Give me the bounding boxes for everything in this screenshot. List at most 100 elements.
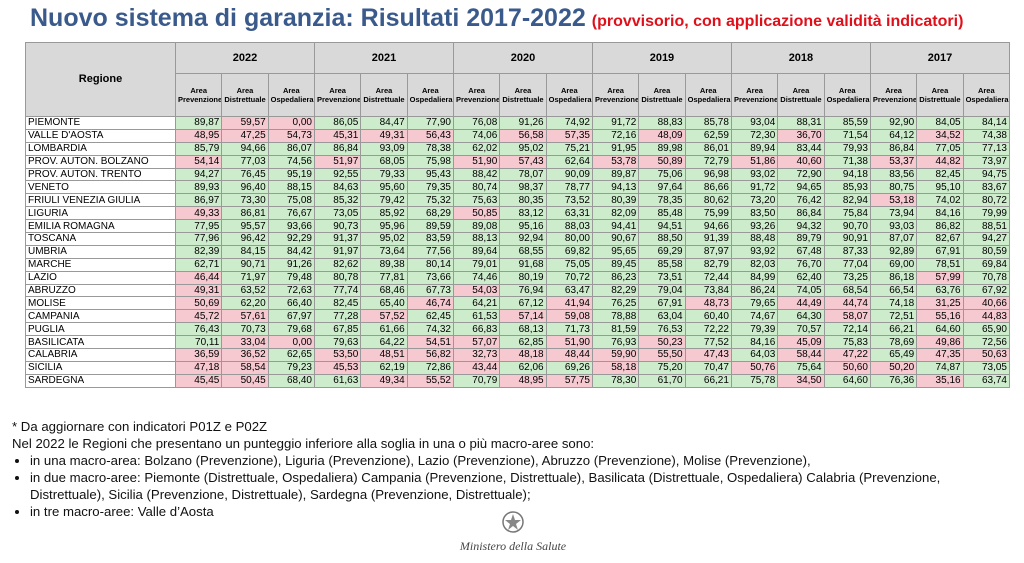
score-cell: 89,94	[730, 141, 779, 156]
subheader: Area Distrettuale	[777, 73, 825, 117]
score-cell: 94,66	[684, 219, 732, 234]
region-name: BASILICATA	[25, 335, 176, 350]
subheader: Area Prevenzione	[591, 73, 640, 117]
score-cell: 89,08	[452, 219, 501, 234]
score-cell: 94,75	[962, 167, 1011, 182]
score-cell: 87,07	[869, 232, 918, 246]
score-cell: 72,14	[823, 322, 871, 337]
score-cell: 94,18	[823, 167, 871, 182]
score-cell: 36,59	[174, 348, 223, 362]
score-cell: 90,91	[823, 232, 871, 246]
score-cell: 79,63	[313, 335, 362, 350]
score-cell: 86,97	[174, 193, 223, 208]
score-cell: 62,02	[452, 141, 501, 156]
score-cell: 73,51	[638, 270, 686, 285]
score-cell: 34,52	[916, 128, 964, 143]
score-cell: 90,09	[545, 167, 593, 182]
score-cell: 76,67	[267, 206, 315, 221]
score-cell: 49,33	[174, 206, 223, 221]
score-cell: 72,63	[267, 283, 315, 298]
score-cell: 64,30	[777, 309, 825, 324]
score-cell: 74,56	[267, 154, 315, 169]
score-cell: 79,39	[730, 322, 779, 337]
score-cell: 45,45	[174, 373, 223, 388]
score-cell: 48,95	[174, 128, 223, 143]
region-name: ABRUZZO	[25, 283, 176, 298]
score-cell: 68,40	[267, 373, 315, 388]
score-cell: 76,45	[221, 167, 269, 182]
score-cell: 41,94	[545, 296, 593, 311]
score-cell: 84,99	[730, 270, 779, 285]
score-cell: 69,00	[869, 257, 918, 272]
score-cell: 65,49	[869, 348, 918, 362]
score-cell: 62,59	[684, 128, 732, 143]
score-cell: 82,79	[684, 257, 732, 272]
score-cell: 44,49	[777, 296, 825, 311]
score-cell: 62,06	[499, 360, 547, 375]
score-cell: 60,40	[684, 309, 732, 324]
score-cell: 67,48	[777, 244, 825, 259]
score-cell: 95,60	[360, 180, 408, 195]
year: 2017	[869, 42, 1011, 74]
score-cell: 34,50	[777, 373, 825, 388]
region-row: LOMBARDIA 85,79 94,66 86,07 86,84 93,09 78,38 6…	[25, 141, 1011, 156]
score-cell: 51,90	[545, 335, 593, 350]
score-cell: 89,38	[360, 257, 408, 272]
score-cell: 73,97	[962, 154, 1011, 169]
score-cell: 74,05	[777, 283, 825, 298]
score-cell: 91,26	[499, 116, 547, 130]
score-cell: 96,98	[684, 167, 732, 182]
region-row: ABRUZZO 49,31 63,52 72,63 77,74 68,46 67,73 54,…	[25, 283, 1011, 298]
score-cell: 62,19	[360, 360, 408, 375]
score-cell: 73,05	[313, 206, 362, 221]
score-cell: 73,20	[730, 193, 779, 208]
score-cell: 66,83	[452, 322, 501, 337]
region-name: UMBRIA	[25, 244, 176, 259]
score-cell: 95,10	[916, 180, 964, 195]
score-cell: 70,72	[545, 270, 593, 285]
score-cell: 85,93	[823, 180, 871, 195]
subheader: Area Ospedaliera	[406, 73, 454, 117]
score-cell: 93,02	[730, 167, 779, 182]
region-row: SARDEGNA 45,45 50,45 68,40 61,63 49,34 55,52 70…	[25, 373, 1011, 388]
year: 2019	[591, 42, 732, 74]
region-name: SICILIA	[25, 360, 176, 375]
score-cell: 68,55	[499, 244, 547, 259]
bullet: in tre macro-aree: Valle d’Aosta	[30, 503, 1002, 520]
score-cell: 61,63	[313, 373, 362, 388]
score-cell: 36,52	[221, 348, 269, 362]
score-cell: 73,94	[869, 206, 918, 221]
score-cell: 90,71	[221, 257, 269, 272]
score-cell: 72,79	[684, 154, 732, 169]
score-cell: 59,08	[545, 309, 593, 324]
score-cell: 31,25	[916, 296, 964, 311]
score-cell: 81,59	[591, 322, 640, 337]
score-cell: 36,70	[777, 128, 825, 143]
score-cell: 73,84	[684, 283, 732, 298]
score-cell: 54,14	[174, 154, 223, 169]
region-row: PROV. AUTON. BOLZANO 54,14 77,03 74,56 51,97…	[25, 154, 1011, 169]
score-cell: 79,23	[267, 360, 315, 375]
score-cell: 80,78	[313, 270, 362, 285]
score-cell: 71,97	[221, 270, 269, 285]
subheader: Area Prevenzione	[869, 73, 918, 117]
region-row: VALLE D'AOSTA 48,95 47,25 54,73 45,31 49,31 56…	[25, 128, 1011, 143]
score-cell: 69,26	[545, 360, 593, 375]
score-cell: 88,48	[730, 232, 779, 246]
score-cell: 95,65	[591, 244, 640, 259]
score-cell: 49,34	[360, 373, 408, 388]
score-cell: 46,74	[406, 296, 454, 311]
score-cell: 82,45	[313, 296, 362, 311]
subheader: Area Distrettuale	[638, 73, 686, 117]
score-cell: 77,13	[962, 141, 1011, 156]
score-cell: 62,45	[406, 309, 454, 324]
score-cell: 66,21	[684, 373, 732, 388]
score-cell: 86,05	[313, 116, 362, 130]
score-cell: 71,54	[823, 128, 871, 143]
score-cell: 85,78	[684, 116, 732, 130]
score-cell: 67,12	[499, 296, 547, 311]
score-cell: 45,09	[777, 335, 825, 350]
score-cell: 92,89	[869, 244, 918, 259]
score-cell: 91,97	[313, 244, 362, 259]
score-cell: 66,40	[267, 296, 315, 311]
